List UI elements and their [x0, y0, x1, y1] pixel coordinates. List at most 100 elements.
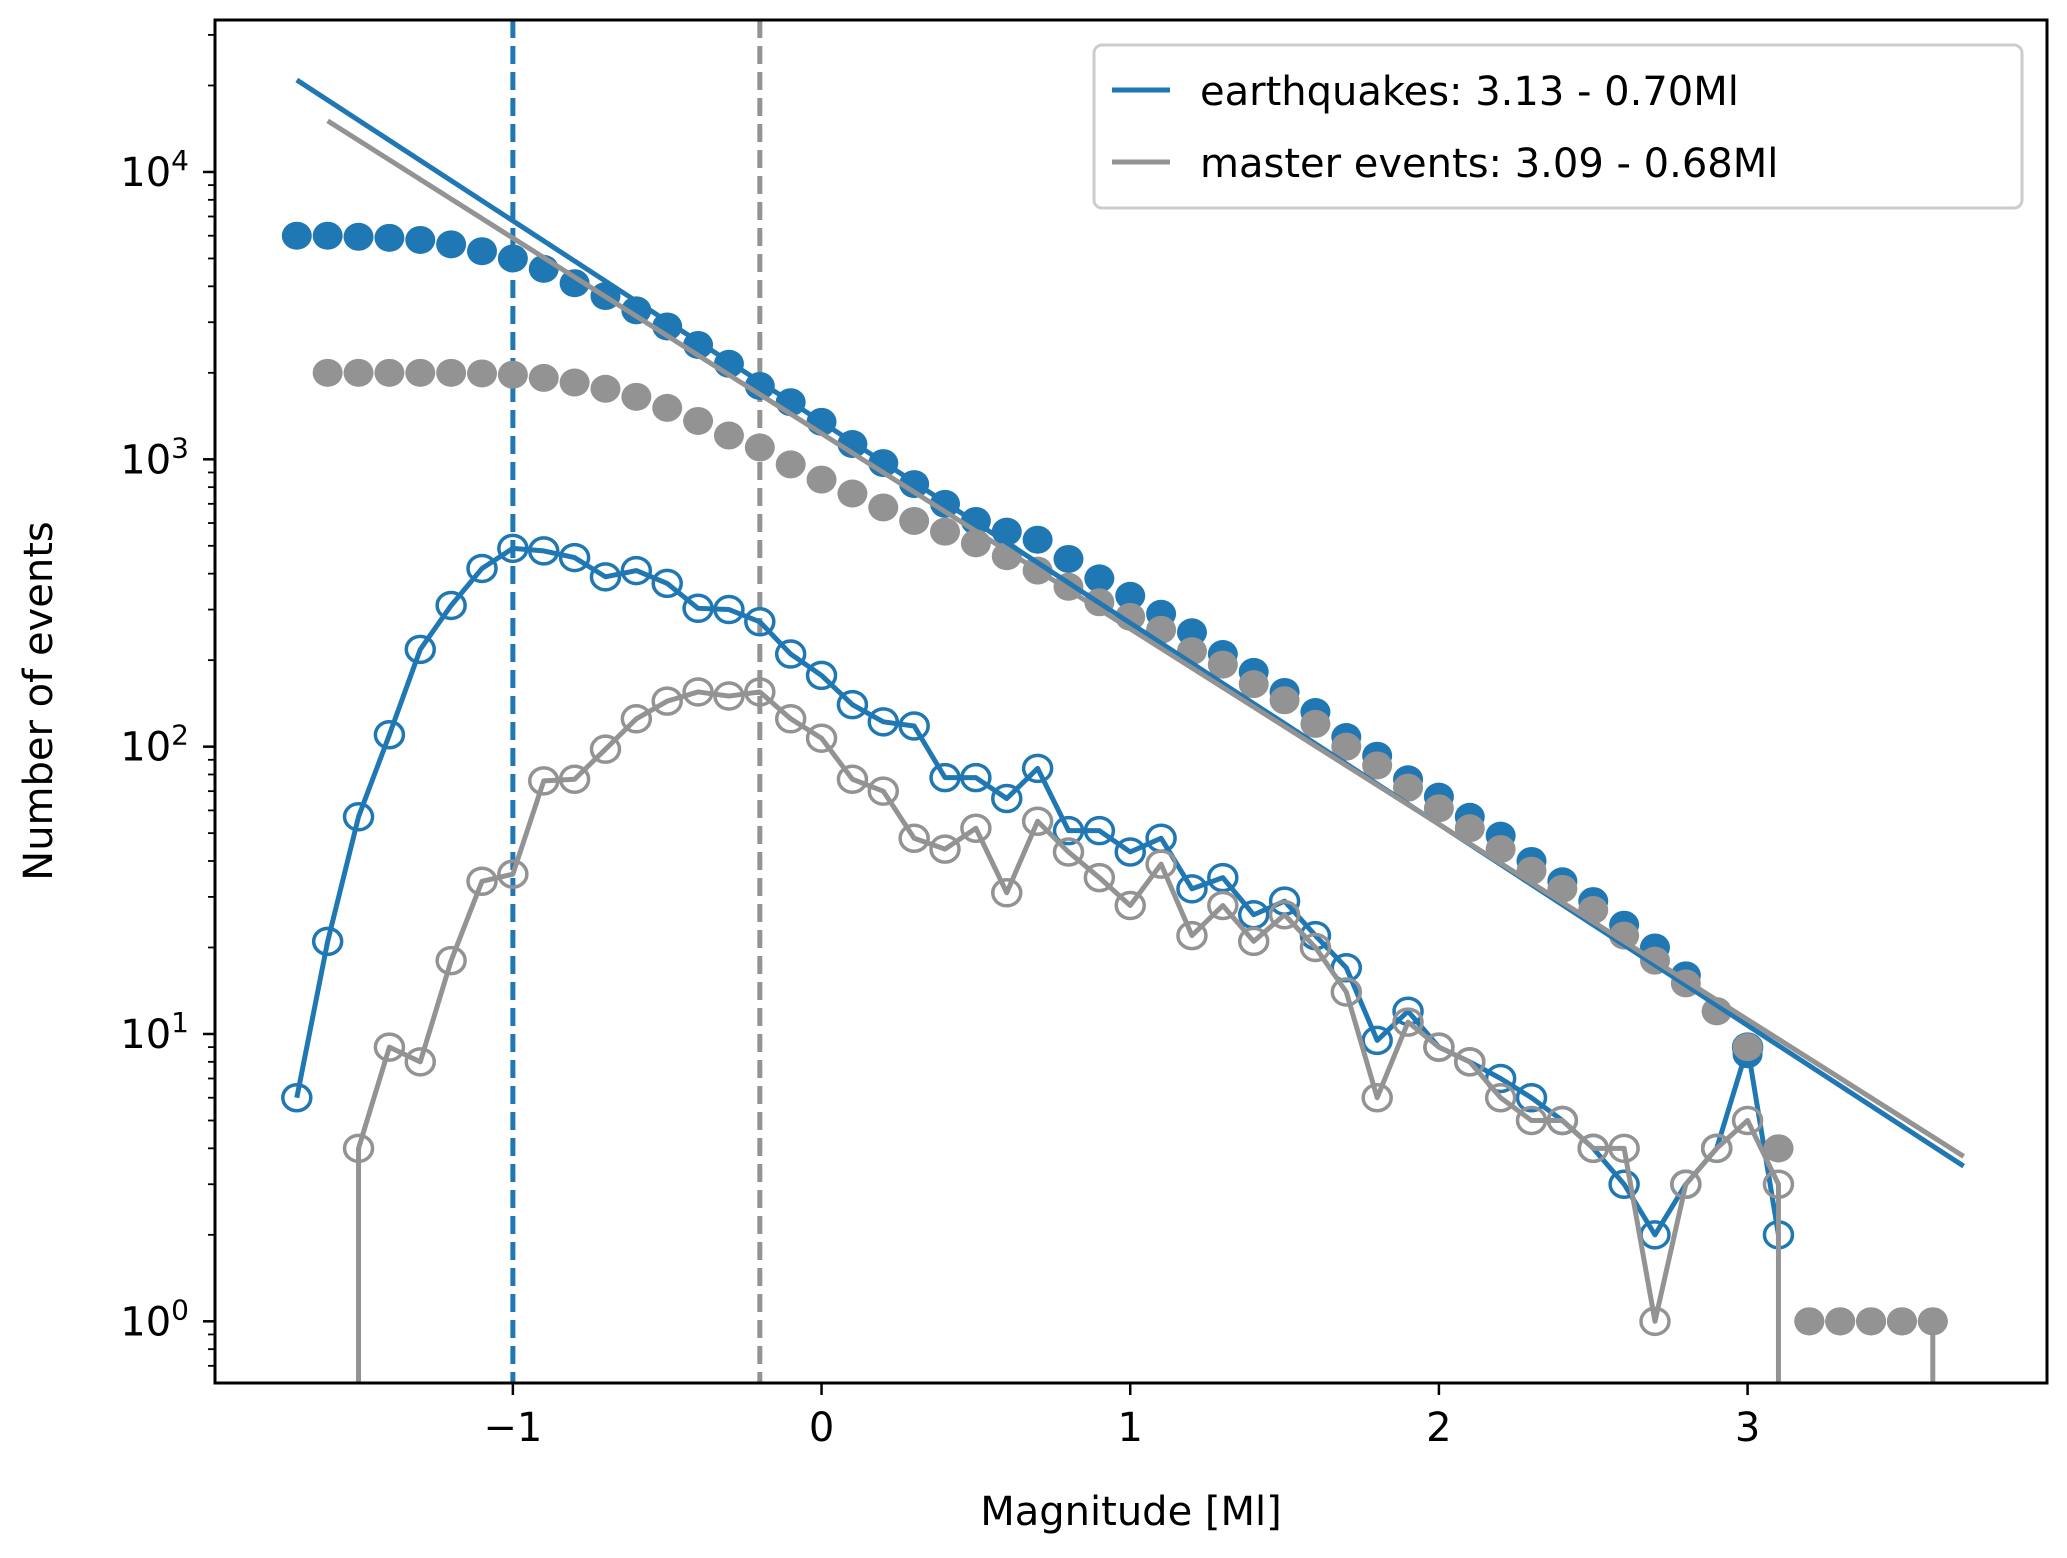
- data-point: [744, 433, 775, 462]
- data-point: [311, 926, 344, 957]
- x-tick-label: −1: [483, 1405, 542, 1451]
- data-point: [1114, 890, 1146, 921]
- data-point: [960, 813, 992, 843]
- data-point: [559, 269, 590, 298]
- data-point: [343, 222, 374, 251]
- data-point: [1083, 862, 1116, 893]
- data-point: [1361, 1082, 1393, 1113]
- data-point: [1917, 1307, 1948, 1336]
- data-point: [930, 517, 961, 546]
- data-point: [373, 720, 406, 750]
- data-point: [713, 594, 745, 625]
- data-point: [805, 660, 838, 691]
- data-point: [713, 421, 744, 450]
- data-point: [1331, 732, 1362, 761]
- data-point: [467, 237, 498, 266]
- data-point: [867, 776, 900, 806]
- data-point: [1237, 926, 1270, 957]
- data-point: [497, 360, 528, 389]
- data-point: [651, 568, 683, 599]
- data-point: [281, 1082, 313, 1113]
- data-point: [1083, 815, 1116, 846]
- data-point: [436, 230, 467, 259]
- data-point: [1608, 1133, 1640, 1164]
- data-point: [312, 358, 343, 387]
- data-point: [1207, 890, 1239, 921]
- data-point: [1114, 837, 1146, 867]
- y-tick-label: 102: [120, 719, 189, 771]
- data-point: [899, 506, 930, 535]
- data-point: [1454, 814, 1485, 843]
- data-point: [1299, 932, 1332, 963]
- y-tick-label: 100: [120, 1293, 189, 1345]
- data-point: [929, 762, 961, 793]
- data-point: [1515, 1105, 1548, 1136]
- data-point: [898, 823, 930, 853]
- data-point: [868, 493, 899, 522]
- series-master-events-cumulative: [312, 358, 1948, 1383]
- data-point: [1731, 1105, 1764, 1136]
- data-point: [1794, 1307, 1825, 1336]
- data-point: [497, 859, 529, 889]
- data-point: [1021, 806, 1054, 836]
- data-point: [1762, 1169, 1795, 1199]
- data-point: [590, 374, 621, 403]
- series-master-events-incremental: [342, 677, 1795, 1383]
- data-point: [558, 764, 591, 795]
- data-point: [373, 1032, 406, 1062]
- data-point: [497, 244, 528, 273]
- data-point: [589, 562, 622, 592]
- data-point: [1238, 670, 1269, 699]
- data-point: [436, 358, 467, 387]
- data-point: [1145, 849, 1177, 879]
- data-point: [558, 542, 591, 573]
- data-point: [1207, 650, 1238, 679]
- data-point: [775, 450, 806, 479]
- data-point: [837, 479, 868, 508]
- y-tick-label: 104: [120, 144, 189, 196]
- data-point: [1763, 1134, 1794, 1163]
- x-tick-label: 3: [1735, 1405, 1760, 1451]
- data-point: [1732, 1033, 1763, 1062]
- data-point: [589, 734, 622, 764]
- y-tick-label: 101: [120, 1006, 189, 1058]
- data-point: [435, 590, 467, 621]
- fit-lines: [295, 77, 1966, 1169]
- data-point: [805, 723, 838, 753]
- data-point: [1330, 977, 1363, 1007]
- legend: earthquakes: 3.13 - 0.70Ml master events…: [1092, 43, 2024, 210]
- x-tick-label: 2: [1426, 1405, 1451, 1451]
- data-point: [682, 677, 714, 707]
- data-point: [374, 358, 405, 387]
- data-point: [1670, 1169, 1702, 1199]
- data-point: [342, 802, 375, 832]
- data-point: [1052, 837, 1085, 867]
- data-point: [652, 393, 683, 422]
- y-axis-label: Number of events: [16, 521, 62, 880]
- data-point: [1115, 581, 1146, 610]
- x-axis-label: Magnitude [Ml]: [980, 1489, 1281, 1535]
- data-point: [1639, 1306, 1671, 1337]
- data-point: [466, 866, 498, 897]
- data-point: [929, 834, 961, 864]
- data-point: [1269, 686, 1300, 715]
- completeness-lines: [510, 20, 763, 1383]
- data-point: [744, 607, 776, 637]
- data-point: [1856, 1307, 1887, 1336]
- data-point: [1361, 1025, 1393, 1056]
- data-point: [528, 363, 559, 392]
- data-point: [404, 1047, 437, 1077]
- data-point: [527, 536, 560, 566]
- data-point: [1052, 815, 1085, 846]
- y-tick-label: 103: [120, 431, 189, 483]
- data-point: [1022, 525, 1053, 554]
- data-point: [683, 406, 714, 435]
- data-point: [559, 368, 590, 397]
- data-point: [1608, 1169, 1640, 1199]
- data-point: [343, 358, 374, 387]
- data-point: [1207, 862, 1239, 893]
- data-point: [435, 945, 467, 976]
- data-point: [620, 555, 653, 586]
